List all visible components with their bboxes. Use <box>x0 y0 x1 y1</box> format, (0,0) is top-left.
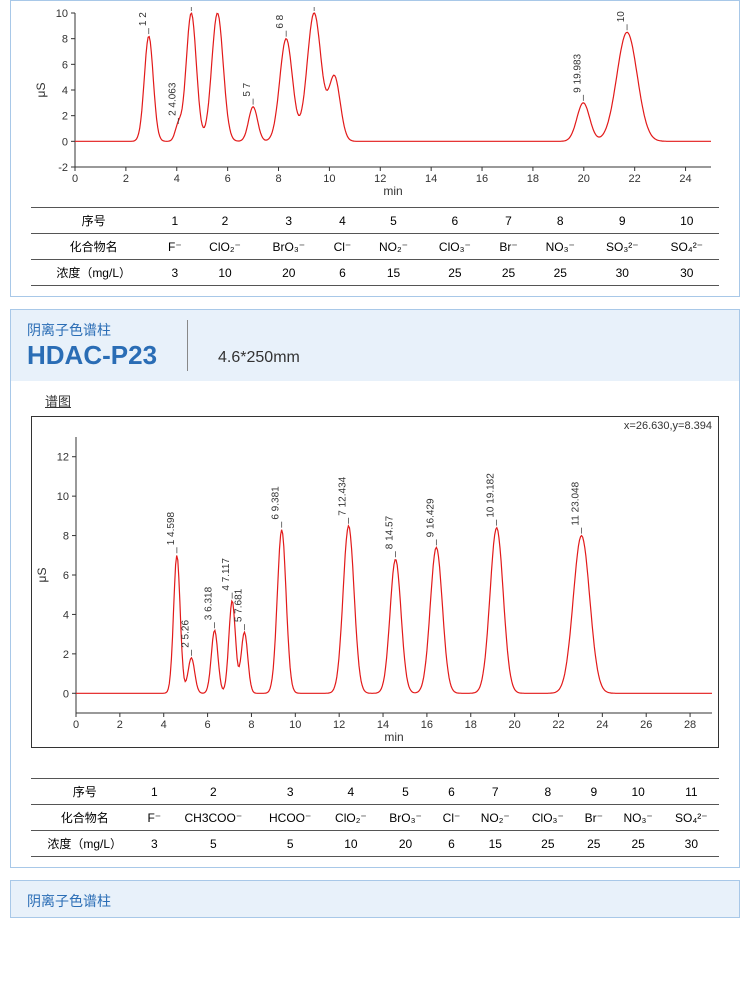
svg-text:10: 10 <box>289 719 301 731</box>
svg-text:2 4.063: 2 4.063 <box>167 82 178 116</box>
chart2-box: x=26.630,y=8.394 02468101214161820222426… <box>31 416 719 748</box>
svg-text:14: 14 <box>425 173 437 185</box>
svg-text:8: 8 <box>275 173 281 185</box>
svg-text:2: 2 <box>63 649 69 661</box>
svg-text:9 19.983: 9 19.983 <box>572 53 583 92</box>
svg-text:3 6.318: 3 6.318 <box>204 586 215 620</box>
svg-text:22: 22 <box>629 173 641 185</box>
svg-text:10: 10 <box>616 11 627 23</box>
panel-3: 阴离子色谱柱 <box>10 880 740 918</box>
panel-1: 024681012141618202224min-20246810μS1 22 … <box>10 0 740 297</box>
svg-text:10 19.182: 10 19.182 <box>486 473 497 518</box>
svg-text:18: 18 <box>527 173 539 185</box>
svg-text:20: 20 <box>508 719 520 731</box>
svg-text:4: 4 <box>174 173 180 185</box>
panel-2: 阴离子色谱柱 HDAC-P23 4.6*250mm 谱图 x=26.630,y=… <box>10 309 740 868</box>
svg-text:28: 28 <box>684 719 696 731</box>
xy-readout: x=26.630,y=8.394 <box>624 420 712 432</box>
svg-text:6 8: 6 8 <box>275 14 286 28</box>
svg-text:6: 6 <box>62 59 68 71</box>
svg-text:6: 6 <box>63 570 69 582</box>
svg-text:20: 20 <box>578 173 590 185</box>
svg-text:2 5.26: 2 5.26 <box>180 620 191 648</box>
panel3-subtitle: 阴离子色谱柱 <box>27 891 111 911</box>
panel2-header: 阴离子色谱柱 HDAC-P23 4.6*250mm <box>11 310 739 381</box>
svg-text:8 14.57: 8 14.57 <box>385 515 396 549</box>
svg-text:5 7.681: 5 7.681 <box>233 588 244 622</box>
svg-text:2: 2 <box>123 173 129 185</box>
svg-text:12: 12 <box>57 452 69 464</box>
svg-text:8: 8 <box>248 719 254 731</box>
svg-text:24: 24 <box>596 719 608 731</box>
svg-text:24: 24 <box>679 173 691 185</box>
svg-text:10: 10 <box>323 173 335 185</box>
svg-text:8: 8 <box>62 34 68 46</box>
svg-text:μS: μS <box>35 568 49 583</box>
compound-table-1: 序号12345678910化合物名F⁻ClO₂⁻BrO₃⁻Cl⁻NO₂⁻ClO₃… <box>31 207 719 286</box>
chromatogram-1: 024681012141618202224min-20246810μS1 22 … <box>31 7 721 197</box>
svg-text:6: 6 <box>205 719 211 731</box>
chart1-wrap: 024681012141618202224min-20246810μS1 22 … <box>11 1 739 296</box>
panel2-subtitle: 阴离子色谱柱 <box>27 320 157 340</box>
svg-text:min: min <box>384 730 403 744</box>
panel2-dimensions: 4.6*250mm <box>218 349 300 371</box>
svg-text:min: min <box>383 184 402 197</box>
svg-text:1 4.598: 1 4.598 <box>166 511 177 545</box>
svg-text:6: 6 <box>225 173 231 185</box>
svg-text:4 7.117: 4 7.117 <box>221 558 232 591</box>
svg-text:22: 22 <box>552 719 564 731</box>
svg-text:7 12.434: 7 12.434 <box>338 476 349 515</box>
svg-text:10: 10 <box>57 491 69 503</box>
svg-text:12: 12 <box>333 719 345 731</box>
panel3-header: 阴离子色谱柱 <box>11 881 739 917</box>
svg-text:16: 16 <box>476 173 488 185</box>
svg-text:5 7: 5 7 <box>242 82 253 96</box>
svg-text:0: 0 <box>62 136 68 148</box>
svg-text:8: 8 <box>63 531 69 543</box>
svg-text:11 23.048: 11 23.048 <box>571 481 582 525</box>
svg-text:26: 26 <box>640 719 652 731</box>
svg-text:4: 4 <box>62 85 68 97</box>
chromatogram-2: 0246810121416182022242628min024681012μS1… <box>32 417 722 747</box>
svg-text:4: 4 <box>63 609 69 621</box>
svg-text:18: 18 <box>465 719 477 731</box>
svg-text:2: 2 <box>117 719 123 731</box>
svg-text:6 9.381: 6 9.381 <box>271 486 282 520</box>
svg-text:16: 16 <box>421 719 433 731</box>
chart2-caption: 谱图 <box>45 391 719 410</box>
svg-text:4: 4 <box>161 719 167 731</box>
svg-text:-2: -2 <box>58 162 68 174</box>
svg-text:2: 2 <box>62 111 68 123</box>
svg-text:9 16.429: 9 16.429 <box>425 498 436 537</box>
panel2-title: HDAC-P23 <box>27 340 157 371</box>
chart2-wrap: 谱图 x=26.630,y=8.394 02468101214161820222… <box>11 381 739 867</box>
compound-table-2: 序号1234567891011化合物名F⁻CH3COO⁻HCOO⁻ClO₂⁻Br… <box>31 778 719 857</box>
svg-text:1 2: 1 2 <box>138 12 149 26</box>
svg-text:0: 0 <box>72 173 78 185</box>
svg-text:0: 0 <box>73 719 79 731</box>
svg-text:0: 0 <box>63 688 69 700</box>
svg-text:10: 10 <box>56 8 68 20</box>
svg-text:μS: μS <box>34 83 48 98</box>
